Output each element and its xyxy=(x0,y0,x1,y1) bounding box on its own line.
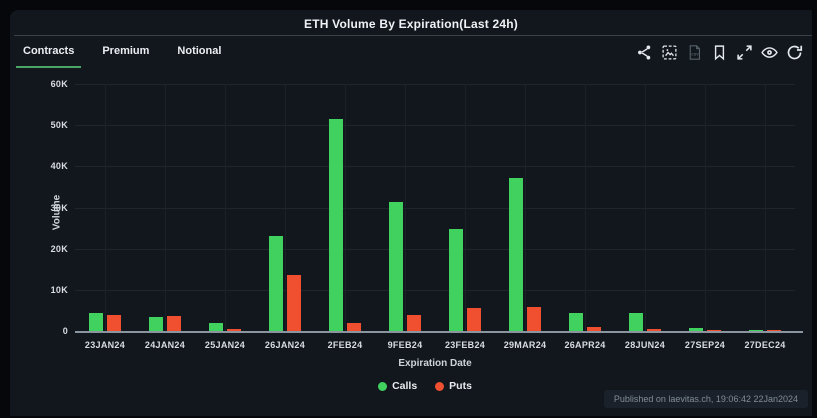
gridline-horizontal xyxy=(75,207,795,209)
tab-bar: Contracts Premium Notional xyxy=(16,36,242,68)
tab-premium[interactable]: Premium xyxy=(102,45,150,57)
bookmark-icon[interactable] xyxy=(710,43,729,62)
x-tick-label: 26APR24 xyxy=(564,340,606,350)
plot-area: 0 10K 20K 30K 40K 50K 60K 23JAN24 24JAN24 25JAN24… xyxy=(10,10,812,416)
x-axis-title: Expiration Date xyxy=(398,358,472,369)
tab-contracts[interactable]: Contracts xyxy=(16,36,82,68)
gridline-vertical xyxy=(525,84,526,331)
refresh-icon[interactable] xyxy=(785,43,804,62)
bar-calls[interactable] xyxy=(209,322,223,331)
share-icon[interactable] xyxy=(635,43,654,62)
gridline-vertical xyxy=(165,84,166,331)
bar-calls[interactable] xyxy=(749,329,763,331)
x-tick-label: 26JAN24 xyxy=(264,340,306,350)
bar-puts[interactable] xyxy=(167,316,181,331)
puts-legend-label: Puts xyxy=(449,380,472,392)
x-tick-label: 2FEB24 xyxy=(327,340,363,350)
bar-calls[interactable] xyxy=(89,312,103,331)
legend-item-calls[interactable]: Calls xyxy=(378,380,417,392)
legend: Calls Puts xyxy=(75,380,775,392)
x-tick-label: 24JAN24 xyxy=(144,340,186,350)
bar-puts[interactable] xyxy=(647,328,661,331)
bar-puts[interactable] xyxy=(347,322,361,331)
gridline-horizontal xyxy=(75,248,795,250)
gridline-vertical xyxy=(705,84,706,331)
gridline-vertical xyxy=(465,84,466,331)
x-tick-label: 29MAR24 xyxy=(503,340,547,350)
x-tick-label: 25JAN24 xyxy=(204,340,246,350)
gridline-vertical xyxy=(585,84,586,331)
x-tick-label: 27SEP24 xyxy=(684,340,726,350)
save-image-icon[interactable] xyxy=(660,43,679,62)
bar-calls[interactable] xyxy=(389,201,403,331)
gridline-horizontal xyxy=(75,84,795,85)
x-tick-label: 28JUN24 xyxy=(624,340,666,350)
chart-card: ETH Volume By Expiration(Last 24h) Contr… xyxy=(10,10,812,416)
bar-puts[interactable] xyxy=(287,274,301,331)
header-divider xyxy=(14,35,812,36)
bar-puts[interactable] xyxy=(407,314,421,331)
gridline-vertical xyxy=(645,84,646,331)
csv-download-icon[interactable]: CSV xyxy=(685,43,704,62)
calls-legend-dot xyxy=(378,381,388,391)
x-tick-label: 23FEB24 xyxy=(444,340,486,350)
gridline-horizontal xyxy=(75,166,795,168)
bar-calls[interactable] xyxy=(269,235,283,331)
x-tick-label: 27DEC24 xyxy=(744,340,786,350)
y-tick-label: 30K xyxy=(50,202,68,213)
gridline-vertical xyxy=(765,84,766,331)
bar-puts[interactable] xyxy=(467,308,481,331)
tab-notional[interactable]: Notional xyxy=(177,45,222,57)
x-tick-label: 23JAN24 xyxy=(84,340,126,350)
bar-puts[interactable] xyxy=(107,314,121,331)
calls-legend-label: Calls xyxy=(392,380,418,392)
bar-calls[interactable] xyxy=(449,228,463,331)
bar-puts[interactable] xyxy=(767,329,781,331)
gridline-vertical xyxy=(405,84,406,331)
y-tick-label: 10K xyxy=(50,284,68,295)
bar-calls[interactable] xyxy=(329,119,343,331)
gridline-vertical xyxy=(225,84,226,331)
gridline-horizontal xyxy=(75,289,795,291)
legend-item-puts[interactable]: Puts xyxy=(435,380,472,392)
y-tick-label: 50K xyxy=(50,120,68,131)
y-tick-label: 60K xyxy=(50,79,68,89)
bar-puts[interactable] xyxy=(707,330,721,331)
gridline-vertical xyxy=(285,84,286,331)
chart-title: ETH Volume By Expiration(Last 24h) xyxy=(304,17,518,31)
bar-calls[interactable] xyxy=(509,177,523,331)
y-tick-label: 20K xyxy=(50,243,68,254)
bar-calls[interactable] xyxy=(569,312,583,331)
toolbar-icons: CSV xyxy=(635,43,804,62)
bar-calls[interactable] xyxy=(629,313,643,331)
y-tick-label: 0 xyxy=(62,326,68,336)
x-axis-line xyxy=(75,331,803,333)
eye-icon[interactable] xyxy=(760,43,779,62)
gridline-vertical xyxy=(105,84,106,331)
bar-calls[interactable] xyxy=(689,328,703,331)
y-tick-label: 40K xyxy=(50,161,68,172)
toolbar: Contracts Premium Notional CSV xyxy=(16,36,804,68)
publish-attribution: Published on laevitas.ch, 19:06:42 22Jan… xyxy=(603,390,808,408)
puts-legend-dot xyxy=(435,381,445,391)
fullscreen-icon[interactable] xyxy=(735,43,754,62)
bar-calls[interactable] xyxy=(149,317,163,331)
x-tick-label: 9FEB24 xyxy=(387,340,423,350)
gridline-horizontal xyxy=(75,125,795,127)
gridline-vertical xyxy=(345,84,346,331)
bar-puts[interactable] xyxy=(227,329,241,331)
bar-puts[interactable] xyxy=(527,306,541,331)
svg-text:CSV: CSV xyxy=(691,52,699,56)
bar-puts[interactable] xyxy=(587,327,601,331)
